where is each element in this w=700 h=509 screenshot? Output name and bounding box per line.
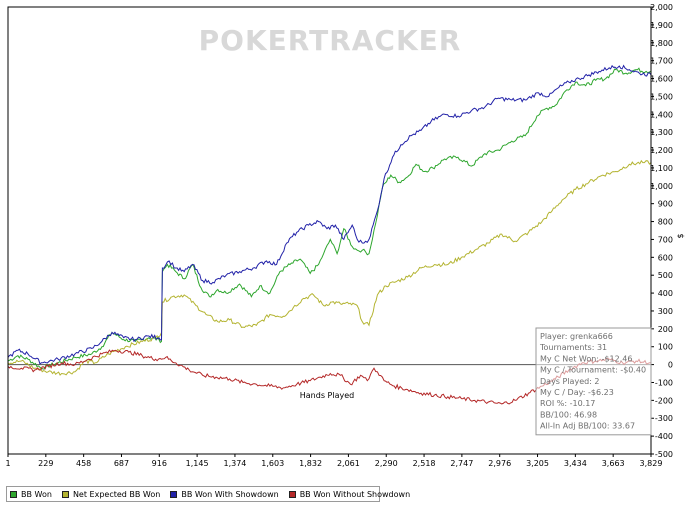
y-tick-label: 1,900 xyxy=(650,21,673,30)
y-tick-label: 1,700 xyxy=(650,57,673,66)
x-tick-label: 2,747 xyxy=(450,459,473,468)
y-tick-label: -200 xyxy=(655,396,673,405)
watermark-text: POKERTRACKER xyxy=(199,24,462,57)
stats-panel-box xyxy=(535,327,652,436)
legend-swatch xyxy=(288,490,296,498)
x-tick-label: 3,663 xyxy=(602,459,625,468)
x-tick-label: 916 xyxy=(152,459,167,468)
x-tick-label: 2,061 xyxy=(337,459,360,468)
stats-line: BB/100: 46.98 xyxy=(540,410,597,419)
x-tick-label: 2,976 xyxy=(488,459,511,468)
stats-line: My C / Day: -$6.23 xyxy=(540,388,614,397)
y-tick-label: 1,200 xyxy=(650,146,673,155)
legend-label: BB Won Without Showdown xyxy=(299,489,411,499)
stats-line: My C / Tournament: -$0.40 xyxy=(540,366,646,375)
legend-label: Net Expected BB Won xyxy=(72,489,161,499)
x-tick-label: 3,205 xyxy=(526,459,549,468)
x-tick-label: 1,374 xyxy=(223,459,246,468)
legend-label: BB Won With Showdown xyxy=(181,489,279,499)
stats-line: Days Played: 2 xyxy=(540,377,600,386)
x-axis-label: Hands Played xyxy=(300,391,354,400)
x-tick-label: 1,145 xyxy=(186,459,209,468)
y-tick-label: 1,500 xyxy=(650,92,673,101)
y-tick-label: 1,800 xyxy=(650,39,673,48)
stats-line: All-In Adj BB/100: 33.67 xyxy=(540,422,635,431)
y-axis-label: $ xyxy=(676,233,685,238)
y-tick-label: 1,000 xyxy=(650,182,673,191)
stats-panel: Player: grenka666 Tournaments: 31 My C Net… xyxy=(535,327,652,436)
x-tick-label: 3,829 xyxy=(640,459,663,468)
y-tick-label: 200 xyxy=(658,325,673,334)
chart-legend: BB Won Net Expected BB Won BB Won With Sho… xyxy=(6,486,410,502)
y-tick-label: -300 xyxy=(655,414,673,423)
x-tick-label: 1,603 xyxy=(261,459,284,468)
legend-item-1: BB Won xyxy=(10,490,52,499)
stats-line: Tournaments: 31 xyxy=(539,343,607,352)
y-tick-label: 800 xyxy=(658,218,673,227)
stats-line: Player: grenka666 xyxy=(540,332,613,341)
legend-swatch xyxy=(170,490,178,498)
y-tick-label: 1,600 xyxy=(650,75,673,84)
y-tick-label: -500 xyxy=(655,450,673,459)
y-tick-label: 700 xyxy=(658,235,673,244)
legend-item-4: BB Won Without Showdown xyxy=(288,489,411,499)
y-tick-label: 600 xyxy=(658,253,673,262)
legend-swatch xyxy=(61,490,69,498)
y-tick-label: 1,100 xyxy=(650,164,673,173)
x-tick-label: 1 xyxy=(5,459,10,468)
x-tick-label: 229 xyxy=(38,459,53,468)
y-tick-label: 100 xyxy=(658,343,673,352)
y-tick-label: -100 xyxy=(655,378,673,387)
series-line-3 xyxy=(7,64,652,365)
x-tick-label: 687 xyxy=(114,459,129,468)
y-tick-label: -400 xyxy=(655,432,673,441)
x-tick-label: 2,518 xyxy=(413,459,436,468)
watermark-logo: POKERTRACKER xyxy=(199,24,462,57)
x-tick-label: 2,290 xyxy=(375,459,398,468)
series-line-1 xyxy=(7,67,652,370)
y-tick-label: 0 xyxy=(668,361,673,370)
legend-item-2: Net Expected BB Won xyxy=(61,489,161,499)
y-tick-label: 2,000 xyxy=(650,3,673,12)
y-tick-label: 900 xyxy=(658,200,673,209)
x-tick-label: 3,434 xyxy=(564,459,587,468)
y-tick-label: 1,400 xyxy=(650,110,673,119)
stats-line: My C Net Won: -$12.46 xyxy=(540,354,632,363)
y-tick-label: 1,300 xyxy=(650,128,673,137)
legend-swatch xyxy=(10,490,17,498)
x-tick-label: 1,832 xyxy=(299,459,322,468)
x-tick-label: 458 xyxy=(76,459,91,468)
legend-item-3: BB Won With Showdown xyxy=(170,489,279,499)
y-tick-label: 500 xyxy=(658,271,673,280)
legend-label: BB Won xyxy=(21,489,52,499)
y-tick-label: 300 xyxy=(658,307,673,316)
plot-frame xyxy=(7,6,652,455)
stats-line: ROI %: -10.17 xyxy=(540,399,595,408)
y-tick-label: 400 xyxy=(658,289,673,298)
profit-chart: POKERTRACKER 2,000 1,900 1,800 1,700 1,600 1,… xyxy=(5,3,685,468)
